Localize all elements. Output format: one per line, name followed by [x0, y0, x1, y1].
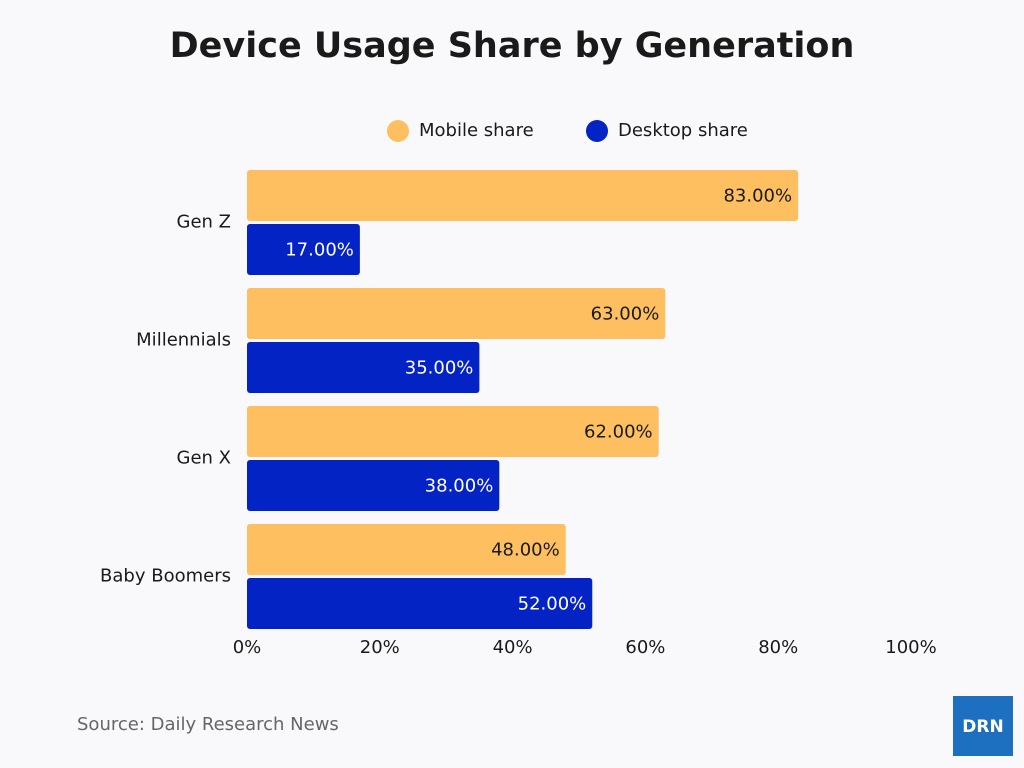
y-tick-label: Gen Z: [177, 212, 231, 233]
value-label: 63.00%: [591, 304, 660, 325]
legend-label: Desktop share: [618, 120, 748, 141]
y-tick-label: Gen X: [177, 448, 231, 469]
x-tick-label: 40%: [493, 637, 533, 658]
legend-label: Mobile share: [419, 120, 534, 141]
x-tick-label: 0%: [233, 637, 262, 658]
y-tick-label: Baby Boomers: [100, 566, 231, 587]
y-tick-label: Millennials: [136, 330, 231, 351]
bar: [247, 288, 666, 339]
value-label: 38.00%: [425, 476, 494, 497]
value-label: 17.00%: [285, 240, 354, 261]
bar: [247, 578, 593, 629]
value-label: 48.00%: [491, 540, 560, 561]
bar: [247, 342, 480, 393]
x-tick-label: 80%: [758, 637, 798, 658]
bar: [247, 224, 360, 275]
x-tick-label: 100%: [885, 637, 936, 658]
x-tick-label: 20%: [360, 637, 400, 658]
legend-marker: [586, 120, 608, 142]
logo: DRN: [962, 717, 1003, 737]
legend-marker: [387, 120, 409, 142]
logo-box: [953, 696, 1013, 756]
source: Source: Daily Research News: [77, 714, 339, 735]
value-label: 35.00%: [405, 358, 474, 379]
bar: [247, 406, 659, 457]
bar: [247, 524, 566, 575]
bar: [247, 460, 500, 511]
value-label: 62.00%: [584, 422, 653, 443]
value-label: 83.00%: [723, 186, 792, 207]
value-label: 52.00%: [518, 594, 587, 615]
bar: [247, 170, 799, 221]
x-tick-label: 60%: [625, 637, 665, 658]
chart-title: Device Usage Share by Generation: [170, 26, 855, 66]
